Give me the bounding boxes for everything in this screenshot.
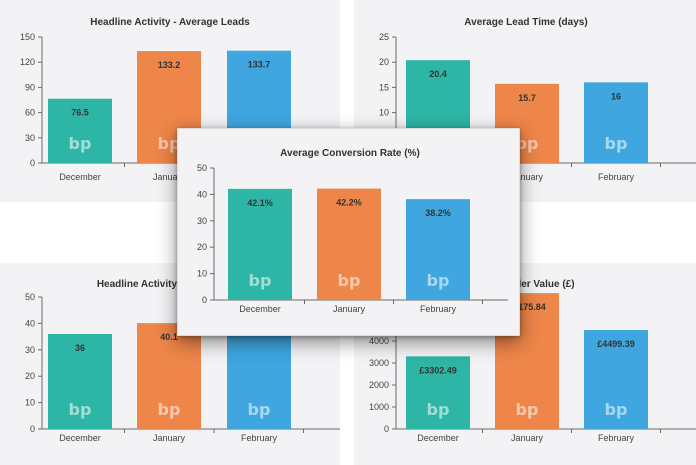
y-tick-label: 25	[379, 32, 389, 42]
x-category-label: December	[59, 433, 101, 443]
y-tick-label: 60	[25, 108, 35, 118]
y-tick-label: 10	[379, 108, 389, 118]
y-tick-label: 150	[20, 32, 35, 42]
bar-value-label: 133.2	[158, 60, 181, 70]
x-category-label: February	[598, 172, 635, 182]
bar-value-label: 36	[75, 343, 85, 353]
bp-logo-icon: bp	[248, 400, 271, 419]
bp-logo-icon: bp	[516, 400, 539, 419]
y-tick-label: 20	[25, 371, 35, 381]
y-tick-label: 50	[197, 163, 207, 173]
bar-value-label: 40.1	[160, 332, 178, 342]
y-tick-label: 10	[197, 269, 207, 279]
bar-february	[227, 323, 291, 429]
y-tick-label: 20	[197, 242, 207, 252]
y-tick-label: 0	[30, 158, 35, 168]
x-category-label: January	[511, 172, 544, 182]
bar-value-label: 133.7	[248, 60, 271, 70]
bar-value-label: 42.2%	[336, 198, 362, 208]
bar-value-label: 76.5	[71, 108, 89, 118]
y-tick-label: 15	[379, 82, 389, 92]
bar-february	[584, 82, 648, 163]
bp-logo-icon: bp	[427, 400, 450, 419]
y-tick-label: 0	[202, 295, 207, 305]
bar-december	[48, 333, 112, 429]
chart-title: Average Lead Time (days)	[464, 17, 587, 28]
bp-logo-icon: bp	[249, 271, 272, 290]
y-tick-label: 40	[25, 318, 35, 328]
x-category-label: December	[59, 172, 101, 182]
bar-february	[584, 330, 648, 429]
bar-december	[48, 98, 112, 163]
bar-value-label: 42.1%	[247, 198, 273, 208]
y-tick-label: 1000	[369, 402, 389, 412]
x-category-label: December	[417, 433, 459, 443]
x-category-label: January	[511, 433, 544, 443]
bp-logo-icon: bp	[69, 400, 92, 419]
bar-value-label: 16	[611, 91, 621, 101]
bar-february	[406, 199, 470, 300]
y-tick-label: 10	[25, 398, 35, 408]
bar-january	[137, 323, 201, 429]
y-tick-label: 3000	[369, 358, 389, 368]
x-category-label: February	[420, 304, 457, 314]
x-category-label: January	[333, 304, 366, 314]
bp-logo-icon: bp	[158, 134, 181, 153]
chart-title: Headline Activity - Average Leads	[90, 17, 250, 28]
y-tick-label: 2000	[369, 380, 389, 390]
y-tick-label: 30	[25, 345, 35, 355]
y-tick-label: 40	[197, 189, 207, 199]
bp-logo-icon: bp	[605, 134, 628, 153]
bar-value-label: £4499.39	[597, 339, 635, 349]
chart-title: Average Conversion Rate (%)	[280, 148, 420, 159]
bar-december	[406, 356, 470, 429]
bar-value-label: £3302.49	[419, 365, 457, 375]
x-category-label: December	[239, 304, 281, 314]
bp-logo-icon: bp	[158, 400, 181, 419]
bp-logo-icon: bp	[605, 400, 628, 419]
y-tick-label: 90	[25, 82, 35, 92]
chart-panel-conversion-rate: Average Conversion Rate (%) 0 10 20 30 40 50 42…	[177, 128, 520, 336]
bar-value-label: 38.2%	[425, 208, 451, 218]
bar-december	[228, 188, 292, 300]
x-category-label: February	[241, 433, 278, 443]
bp-logo-icon: bp	[516, 134, 539, 153]
x-category-label: January	[153, 172, 186, 182]
y-tick-label: 30	[25, 133, 35, 143]
bp-logo-icon: bp	[427, 271, 450, 290]
bar-january	[317, 188, 381, 300]
y-tick-label: 30	[197, 216, 207, 226]
x-category-label: February	[598, 433, 635, 443]
y-tick-label: 0	[384, 424, 389, 434]
y-tick-label: 20	[379, 57, 389, 67]
y-tick-label: 0	[30, 424, 35, 434]
chart-title: Headline Activity -	[97, 279, 183, 290]
y-tick-label: 120	[20, 57, 35, 67]
bar-value-label: 15.7	[518, 93, 536, 103]
x-category-label: January	[153, 433, 186, 443]
bar-value-label: 20.4	[429, 69, 447, 79]
chart-headline-activity: Headline Activity - 0 10 20 30 40 50 36 bp Decemb…	[25, 279, 340, 443]
bp-logo-icon: bp	[338, 271, 361, 290]
y-tick-label: 4000	[369, 336, 389, 346]
bar-value-label: £6175.84	[508, 302, 546, 312]
chart-title: Order Value (£)	[503, 279, 574, 290]
chart-conversion-rate: Average Conversion Rate (%) 0 10 20 30 40 50 42…	[197, 148, 508, 314]
y-tick-label: 50	[25, 292, 35, 302]
bp-logo-icon: bp	[69, 134, 92, 153]
